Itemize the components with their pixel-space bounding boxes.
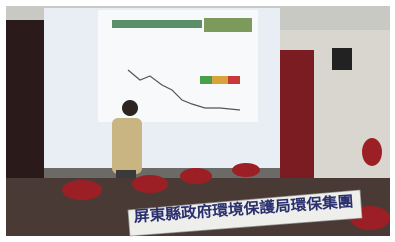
photo: 屏東縣政府環境保護局環保集團 bbox=[0, 0, 395, 242]
chair bbox=[132, 175, 168, 193]
slide-image bbox=[204, 18, 252, 32]
chair bbox=[362, 138, 382, 166]
page: 屏東縣政府環境保護局環保集團 (() => { const data = JSO… bbox=[0, 0, 395, 242]
slide-legend-green bbox=[200, 76, 212, 84]
presenter-body bbox=[112, 118, 142, 174]
chair bbox=[180, 168, 212, 184]
curtain bbox=[280, 50, 314, 180]
chair bbox=[232, 163, 260, 177]
presenter-head bbox=[122, 100, 138, 116]
slide-legend-red bbox=[228, 76, 240, 84]
slide-title-bar bbox=[112, 20, 202, 28]
speaker bbox=[332, 48, 352, 70]
left-curtain bbox=[6, 20, 44, 200]
chair bbox=[62, 180, 102, 200]
